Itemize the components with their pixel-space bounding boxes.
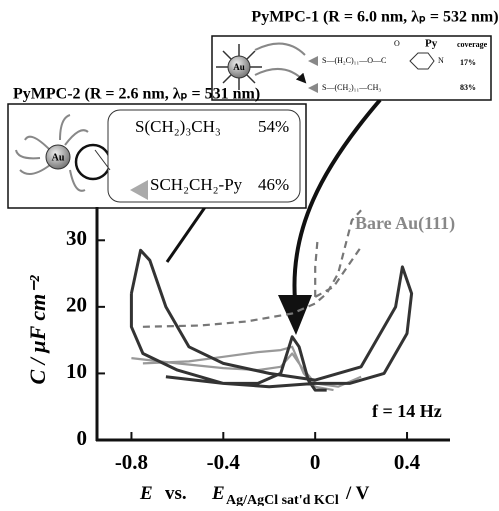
- series-label: Bare Au(111): [355, 213, 455, 234]
- pointer-arrowhead: [278, 295, 312, 335]
- atom: O: [394, 39, 400, 48]
- core-label: Au: [52, 152, 65, 163]
- y-tick-label: 0: [77, 426, 88, 450]
- inset-arrow: [254, 42, 305, 82]
- inset-title: PyMPC-1 (R = 6.0 nm, λₚ = 532 nm): [251, 9, 498, 26]
- x-tick-label: 0.4: [394, 450, 421, 474]
- y-tick-label: 30: [66, 226, 87, 250]
- py-label: Py: [425, 38, 438, 50]
- x-label-ref: E: [211, 483, 225, 504]
- inset-title: PyMPC-2 (R = 2.6 nm, λₚ = 531 nm): [13, 86, 260, 103]
- x-tick-label: -0.4: [207, 450, 241, 474]
- inset-box: [211, 35, 492, 101]
- coverage: 54%: [258, 117, 289, 136]
- y-tick-label: 20: [66, 293, 87, 317]
- x-tick-label: 0: [310, 450, 321, 474]
- core: [45, 144, 71, 170]
- particle: [216, 44, 262, 90]
- series-line: [129, 248, 414, 392]
- chain: S—(CH₂)₁₁—CH₃: [322, 83, 381, 92]
- x-axis-label: E vs. E Ag/AgCl sat'd KCl / V: [139, 483, 370, 506]
- x-label-symbol: E: [139, 483, 153, 504]
- callout: [107, 109, 301, 203]
- pointer-line: [165, 199, 212, 263]
- x-label-vs: vs.: [165, 483, 187, 504]
- chain: SCH₂CH₂-Py: [150, 175, 243, 194]
- frequency-label: f = 14 Hz: [372, 401, 442, 421]
- x-label-unit: / V: [345, 483, 370, 504]
- coverage: 83%: [460, 83, 476, 92]
- x-label-sub: Ag/AgCl sat'd KCl: [226, 493, 339, 506]
- callout-leader: [94, 149, 111, 171]
- series-line: [142, 209, 363, 328]
- coverage: 17%: [460, 58, 476, 67]
- coverage: 46%: [258, 175, 289, 194]
- atom: N: [438, 56, 444, 65]
- x-tick-label: -0.8: [115, 450, 148, 474]
- ring: [409, 52, 435, 70]
- chain: S(CH₂)₃CH₃: [135, 117, 221, 136]
- y-axis-label: C / μF cm⁻²: [25, 275, 50, 384]
- anchor: [130, 180, 148, 200]
- y-tick-label: 10: [66, 359, 87, 383]
- chain: S—(H₂C)₁₁—O—C: [322, 56, 386, 65]
- anchor: [308, 56, 318, 93]
- core-label: Au: [233, 62, 245, 72]
- coverage-header: coverage: [457, 40, 488, 49]
- pointer-arrow: [292, 98, 382, 301]
